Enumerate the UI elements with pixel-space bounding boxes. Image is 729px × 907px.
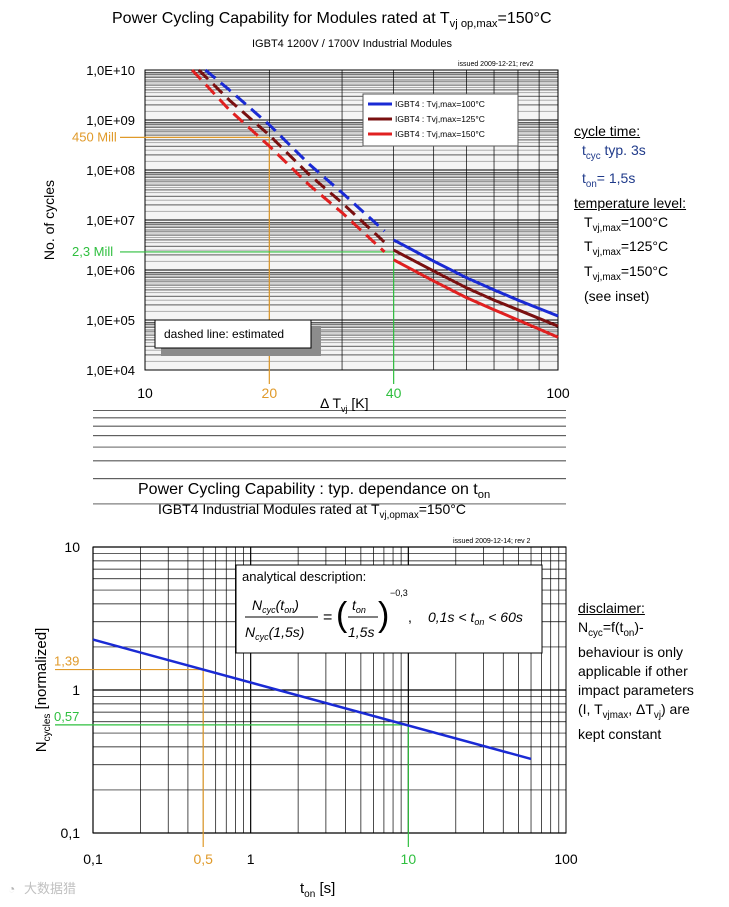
watermark: ◔ 大数据猎 [8, 881, 76, 896]
c1-xtick-label: 20 [262, 385, 278, 401]
c1-xtick-label: 100 [546, 385, 570, 401]
c1-series-solid-2 [392, 258, 559, 339]
c2-ytick-label: 1 [72, 682, 80, 698]
disclaimer-line1: Ncyc=f(ton)- [578, 619, 644, 639]
svg-text:,: , [408, 609, 412, 625]
chart2-title: Power Cycling Capability : typ. dependan… [138, 481, 491, 502]
svg-text:0,1s < ton < 60s: 0,1s < ton < 60s [428, 609, 523, 627]
chart1-subtitle: IGBT4 1200V / 1700V Industrial Modules [252, 38, 452, 50]
c2-xtick-label: 0,5 [193, 851, 213, 867]
formula-box: analytical description: Ncyc(ton) Ncyc(1… [235, 564, 543, 654]
ton-line: ton= 1,5s [582, 169, 636, 190]
c1-ytick-label: 1,0E+04 [86, 363, 135, 378]
legend-label-150: IGBT4 : Tvj,max=150°C [395, 129, 485, 139]
temp-150: Tvj,max=150°C [584, 263, 669, 283]
watermark-icon: ◔ [8, 882, 15, 896]
disclaimer-line5: (I, Tvjmax, ΔTvj) are [578, 700, 690, 721]
temp-100: Tvj,max=100°C [584, 213, 669, 234]
c1-ytick-label: 1,0E+08 [86, 163, 135, 178]
chart2-issued: issued 2009-12-14; rev 2 [453, 538, 531, 545]
disclaimer-heading: disclaimer: [578, 600, 645, 616]
c1-annotation-label: 450 Mill [72, 129, 117, 144]
svg-text:大数据猎: 大数据猎 [24, 881, 76, 896]
svg-text:(: ( [336, 596, 348, 634]
chart1-legend: IGBT4 : Tvj,max=100°C IGBT4 : Tvj,max=12… [362, 93, 519, 147]
c2-annotation-label: 1,39 [54, 654, 79, 669]
side-panel-bottom: disclaimer: Ncyc=f(ton)- behaviour is on… [578, 599, 728, 744]
side-panel-top: cycle time: tcyc typ. 3s ton= 1,5s tempe… [574, 122, 724, 306]
tcyc-line: tcyc typ. 3s [582, 142, 646, 162]
c1-ytick-label: 1,0E+09 [86, 113, 135, 128]
svg-text:Ncyc(1,5s): Ncyc(1,5s) [245, 624, 304, 642]
temperature-heading: temperature level: [574, 194, 687, 211]
c2-series-0 [92, 638, 532, 761]
c2-ytick-label: 0,1 [61, 825, 81, 841]
c1-xtick-label: 10 [137, 385, 153, 401]
c1-ytick-label: 1,0E+06 [86, 263, 135, 278]
chart1-ylabel: No. of cycles [41, 180, 57, 260]
disclaimer-line4: impact parameters [578, 681, 694, 698]
c1-ytick-label: 1,0E+07 [86, 213, 135, 228]
c2-annotation-label: 0,57 [54, 709, 79, 724]
disclaimer-line2: behaviour is only [578, 643, 684, 660]
c1-annotation-label: 2,3 Mill [72, 244, 113, 259]
c1-ytick-label: 1,0E+05 [86, 313, 135, 328]
svg-text:): ) [378, 596, 389, 634]
c2-xtick-label: 0,1 [83, 851, 103, 867]
chart2-subtitle: IGBT4 Industrial Modules rated at Tvj,op… [158, 501, 466, 521]
c1-series-solid-1 [393, 248, 559, 328]
chart1-note: dashed line: estimated [154, 319, 321, 356]
c2-xtick-label: 10 [401, 851, 417, 867]
cycle-time-heading: cycle time: [574, 123, 641, 139]
legend-label-125: IGBT4 : Tvj,max=125°C [395, 114, 485, 124]
c1-series-dashed-0 [204, 68, 386, 233]
temp-125: Tvj,max=125°C [584, 238, 669, 259]
see-inset: (see inset) [584, 287, 650, 304]
c1-ytick-label: 1,0E+10 [86, 63, 135, 78]
c2-xtick-label: 100 [554, 851, 578, 867]
chart1-plot: 450 Mill 2,3 Mill issued 2009-12-21; rev2… [41, 61, 570, 414]
note-dashed-estimated: dashed line: estimated [164, 327, 284, 341]
c2-xtick-label: 1 [247, 851, 255, 867]
c1-series-solid-0 [392, 238, 559, 318]
chart2-xlabel: ton [s] [300, 880, 335, 900]
formula-title: analytical description: [242, 569, 366, 584]
c1-xtick-label: 40 [386, 385, 402, 401]
c1-series-dashed-1 [197, 68, 386, 244]
chart1-title: Power Cycling Capability for Modules rat… [112, 10, 552, 31]
chart1-xlabel: Δ Tvj [K] [320, 395, 369, 414]
chart1-issued: issued 2009-12-21; rev2 [458, 61, 534, 68]
c1-series-dashed-2 [191, 68, 386, 254]
svg-text:−0,3: −0,3 [390, 588, 408, 598]
disclaimer-line3: applicable if other [578, 662, 688, 679]
svg-text:=: = [323, 609, 332, 626]
disclaimer-line6: kept constant [578, 725, 662, 742]
svg-text:1,5s: 1,5s [348, 624, 374, 640]
chart2-ylabel: Ncycles [normalized] [33, 628, 53, 753]
legend-label-100: IGBT4 : Tvj,max=100°C [395, 99, 485, 109]
c2-ytick-label: 10 [64, 539, 80, 555]
